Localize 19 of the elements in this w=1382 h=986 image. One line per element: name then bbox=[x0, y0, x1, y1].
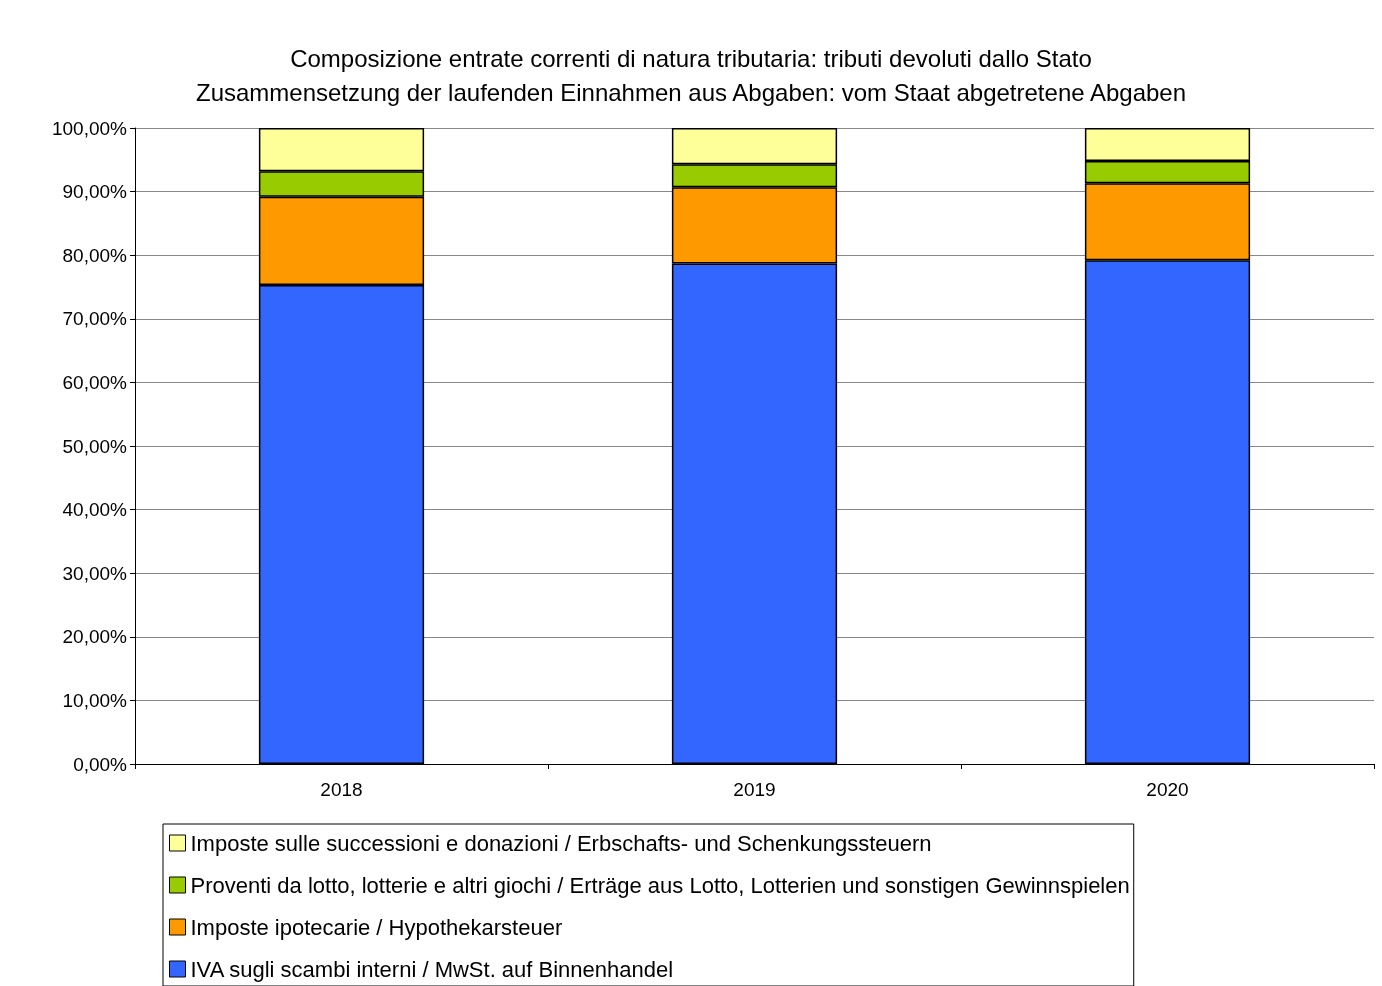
y-tick-label: 30,00% bbox=[62, 562, 128, 584]
legend-label: IVA sugli scambi interni / MwSt. auf Binnenhandel bbox=[190, 956, 674, 982]
x-tick-label: 2019 bbox=[733, 779, 776, 800]
y-tick-label: 40,00% bbox=[62, 499, 128, 521]
y-tick-label: 80,00% bbox=[62, 244, 128, 266]
y-tick-label: 70,00% bbox=[62, 308, 128, 330]
y-tick-label: 60,00% bbox=[62, 371, 128, 393]
y-tick-label: 100,00% bbox=[51, 117, 128, 139]
y-tick-label: 90,00% bbox=[62, 181, 128, 203]
x-tick-label: 2018 bbox=[320, 779, 363, 800]
y-tick-label: 0,00% bbox=[73, 753, 128, 775]
y-tick-label: 10,00% bbox=[62, 689, 128, 711]
y-tick-label: 20,00% bbox=[62, 626, 128, 648]
legend-label: Proventi da lotto, lotterie e altri giochi / Erträge aus Lotto, Lotterien und sonstigen Gewinnspielen bbox=[190, 872, 1130, 898]
x-tick-label: 2020 bbox=[1146, 779, 1189, 800]
legend-label: Imposte sulle successioni e donazioni / Erbschafts- und Schenkungssteuern bbox=[190, 830, 932, 856]
y-tick-label: 50,00% bbox=[62, 435, 128, 457]
chart-title: Composizione entrate correnti di natura tributaria: tributi devoluti dallo Stato Zusammensetzung der laufenden Einnahmen aus Abgaben: vom Staat abgetretene Abgaben bbox=[195, 44, 1187, 106]
legend-label: Imposte ipotecarie / Hypothekarsteuer bbox=[190, 914, 563, 940]
